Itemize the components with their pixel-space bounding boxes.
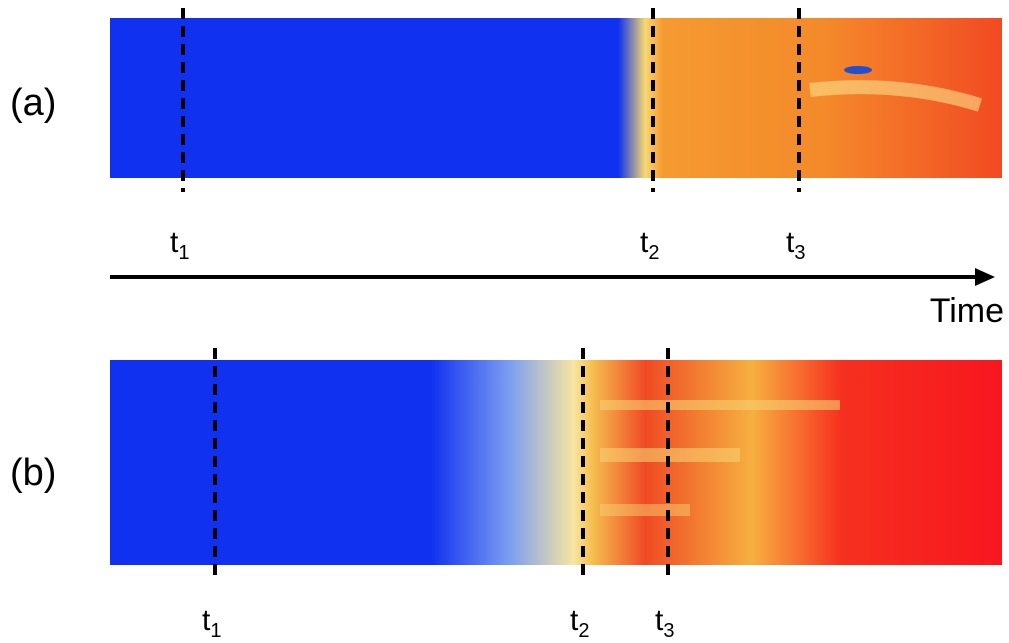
panel-b-image: [109, 360, 1002, 565]
panel-a-image: [108, 18, 1002, 178]
marker-label: t1: [170, 226, 189, 264]
axis-label: Time: [930, 292, 1004, 330]
marker-label: t2: [570, 604, 589, 642]
marker-label: t3: [655, 604, 674, 642]
panel-label: (b): [10, 452, 56, 494]
arrow-head: [975, 268, 995, 286]
marker-label: t2: [640, 226, 659, 264]
panel-label: (a): [10, 82, 56, 124]
marker-label: t1: [202, 604, 221, 642]
marker-label: t3: [786, 226, 805, 264]
